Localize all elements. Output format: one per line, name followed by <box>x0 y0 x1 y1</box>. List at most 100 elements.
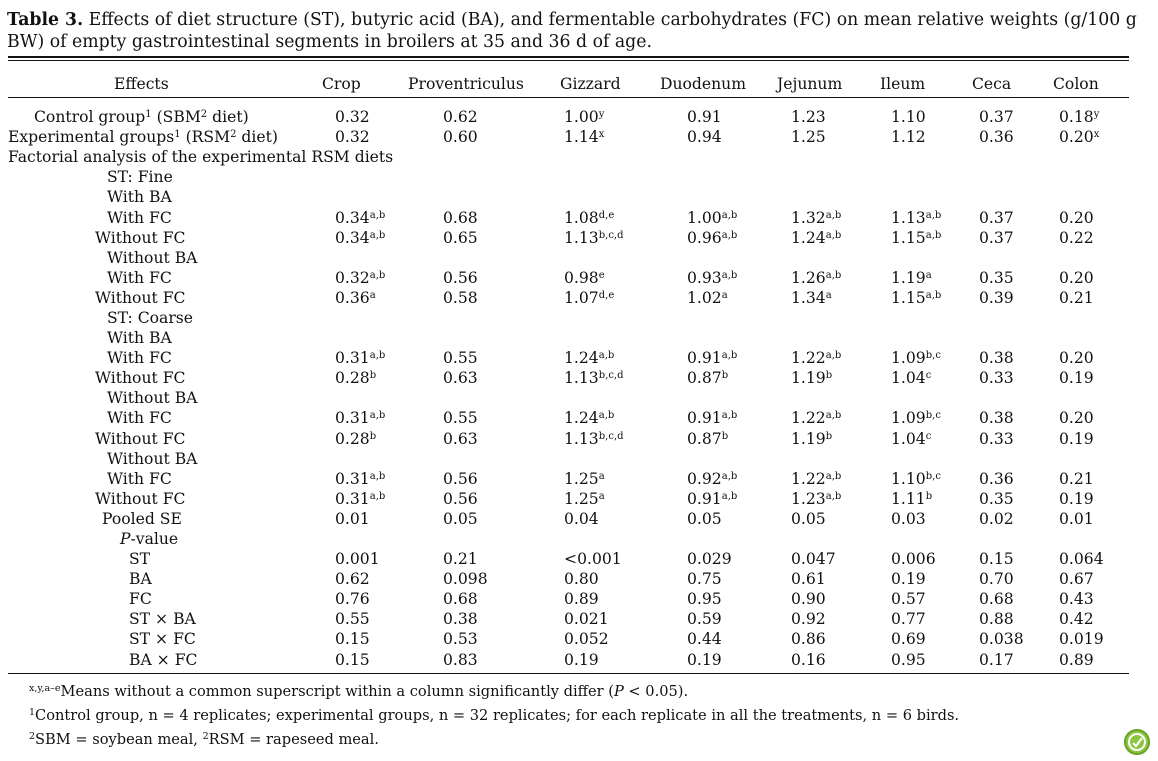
table-cell: 0.62 <box>273 569 400 589</box>
cell-value: 0.19 <box>687 650 722 669</box>
table-cell: 0.31a,b <box>273 489 400 509</box>
cell-value: 0.86 <box>791 630 826 649</box>
table-cell: 1.04c <box>869 368 961 388</box>
table-cell: 1.09b,c <box>869 408 961 428</box>
cell-value: 0.20 <box>1059 208 1094 227</box>
cell-value: 0.01 <box>1059 509 1094 528</box>
col-header-crop: Crop <box>322 75 361 93</box>
row-label: Without FC <box>95 489 186 508</box>
cell-superscript: a,b <box>369 229 386 241</box>
table-cell: 0.92a,b <box>650 469 767 489</box>
table-cell: 0.047 <box>767 549 869 569</box>
table-cell: 0.55 <box>400 348 532 368</box>
cell-superscript: a,b <box>925 289 942 301</box>
cell-value: 1.25 <box>791 128 826 147</box>
cell-value: 1.15 <box>891 228 926 247</box>
table-cell: 1.25a <box>532 469 650 489</box>
table-cell: 0.21 <box>1044 469 1129 489</box>
cell-value: 1.26 <box>791 268 826 287</box>
cell-value: 0.58 <box>443 288 478 307</box>
cell-superscript: c <box>925 430 932 442</box>
cell-value: 0.37 <box>979 228 1014 247</box>
cell-superscript: a,b <box>825 470 842 482</box>
table-cell: 1.11b <box>869 489 961 509</box>
table-cell: 0.91a,b <box>650 489 767 509</box>
cell-value: 0.62 <box>443 108 478 127</box>
col-header-duodenum: Duodenum <box>660 75 747 93</box>
table-cell: 0.63 <box>400 429 532 449</box>
cell-value: 0.18 <box>1059 108 1094 127</box>
table-cell: 0.21 <box>1044 288 1129 308</box>
cell-superscript: a,b <box>369 350 386 362</box>
row-label: With BA <box>107 329 172 348</box>
cell-value: 0.36 <box>979 469 1014 488</box>
table-cell: 0.052 <box>532 629 650 649</box>
table-cell: 0.38 <box>961 348 1044 368</box>
cell-value: 0.32 <box>335 128 370 147</box>
cell-value: 0.83 <box>443 650 478 669</box>
table-cell: 0.32a,b <box>273 268 400 288</box>
table-cell: 0.36 <box>961 469 1044 489</box>
table-cell: 0.029 <box>650 549 767 569</box>
cell-value: 0.95 <box>891 650 926 669</box>
table-cell: 1.00a,b <box>650 207 767 227</box>
cell-value: 0.91 <box>687 489 722 508</box>
table-row: Without FC 0.28b 0.63 1.13b,c,d 0.87b 1.19b 1.… <box>8 368 1129 388</box>
table-cell: 0.44 <box>650 629 767 649</box>
table-cell: 0.36a <box>273 288 400 308</box>
cell-superscript: a,b <box>721 209 738 221</box>
table-cell: 0.70 <box>961 569 1044 589</box>
cell-value: 0.20 <box>1059 409 1094 428</box>
table-cell: 1.08d,e <box>532 207 650 227</box>
cell-value: 0.02 <box>979 509 1014 528</box>
cell-value: 0.95 <box>687 590 722 609</box>
cell-value: 1.13 <box>564 228 599 247</box>
table-cell: 0.15 <box>961 549 1044 569</box>
cell-value: 0.35 <box>979 489 1014 508</box>
cell-superscript: a,b <box>721 350 738 362</box>
footnote-abbreviations: 2SBM = soybean meal, 2RSM = rapeseed mea… <box>29 731 379 749</box>
footnote-sup: 2 <box>29 731 36 742</box>
table-cell: 1.04c <box>869 429 961 449</box>
table-cell: 0.55 <box>400 408 532 428</box>
table-cell: 0.89 <box>1044 650 1129 670</box>
cell-superscript: a <box>925 269 932 281</box>
table-cell: 0.19 <box>1044 429 1129 449</box>
cell-superscript: b <box>925 490 933 502</box>
cell-value: 0.42 <box>1059 610 1094 629</box>
table-cell: 0.19 <box>1044 368 1129 388</box>
cell-superscript: a <box>598 470 605 482</box>
cell-superscript: a,b <box>825 229 842 241</box>
cell-value: 1.24 <box>791 228 826 247</box>
cell-value: 0.019 <box>1059 630 1104 649</box>
cell-value: 1.19 <box>791 429 826 448</box>
cell-superscript: a,b <box>825 350 842 362</box>
table-cell: 0.53 <box>400 629 532 649</box>
table-cell: 0.75 <box>650 569 767 589</box>
row-label-sup: 2 <box>200 109 208 121</box>
table-cell: 0.34a,b <box>273 207 400 227</box>
footnote-significance: x,y,a–eMeans without a common superscrip… <box>29 683 688 701</box>
row-label: Experimental groups1 (RSM2 diet) <box>8 127 278 147</box>
table-cell: 1.12 <box>869 127 961 147</box>
table-cell: 0.37 <box>961 107 1044 127</box>
cell-value: 0.60 <box>443 128 478 147</box>
cell-value: 1.08 <box>564 208 599 227</box>
table-row: With FC 0.31a,b 0.55 1.24a,b 0.91a,b 1.22a,b 1… <box>8 408 1129 428</box>
table-cell: 0.33 <box>961 368 1044 388</box>
cell-value: 0.04 <box>564 509 599 528</box>
footnote-sup: x,y,a–e <box>29 683 61 694</box>
table-cell: 0.61 <box>767 569 869 589</box>
cell-value: 0.69 <box>891 630 926 649</box>
footnote-sup: 1 <box>29 707 36 718</box>
row-label: ST × FC <box>129 630 196 649</box>
table-row: With BA <box>8 328 1129 348</box>
cell-value: 1.13 <box>891 208 926 227</box>
cell-value: 0.94 <box>687 128 722 147</box>
cell-superscript: b <box>369 370 377 382</box>
cell-superscript: a,b <box>825 209 842 221</box>
table-cell: 0.92 <box>767 609 869 629</box>
cell-value: 0.32 <box>335 108 370 127</box>
cell-value: 0.59 <box>687 610 722 629</box>
cell-value: 0.57 <box>891 590 926 609</box>
